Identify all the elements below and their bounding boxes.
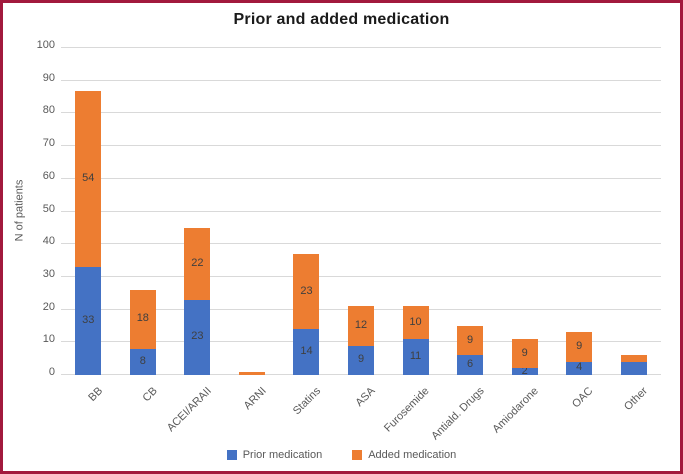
- bar-segment-added-Amiodarone: [511, 339, 538, 369]
- bar-value-label-OAC: 4: [576, 361, 583, 374]
- bar-segment-prior-ASA: [348, 345, 374, 375]
- bar-segment-added-Other: [620, 355, 647, 362]
- legend-swatch-prior-medication: [226, 450, 237, 460]
- y-tick-label-20: 20: [42, 300, 55, 313]
- bar-segment-prior-BB: [75, 267, 102, 375]
- x-tick-label-Antiald. Drugs: Antiald. Drugs: [429, 385, 487, 443]
- gridline-60: [61, 177, 661, 179]
- x-tick-label-Other: Other: [622, 385, 651, 413]
- bar-segment-added-ARNI: [238, 371, 265, 375]
- y-tick-label-100: 100: [36, 39, 55, 51]
- gridline-90: [61, 79, 661, 81]
- gridline-100: [61, 47, 661, 48]
- y-tick-label-60: 60: [42, 169, 55, 182]
- gridline-70: [61, 145, 661, 147]
- x-tick-label-ACEI/ARAII: ACEI/ARAII: [164, 385, 214, 435]
- bar-value-label-Antiald. Drugs: 6: [467, 358, 474, 371]
- bar-segment-added-OAC: [566, 332, 593, 362]
- bar-segment-added-Statins: [293, 254, 320, 330]
- x-tick-label-Amiodarone: Amiodarone: [490, 385, 542, 436]
- gridline-30: [61, 275, 661, 277]
- y-tick-label-70: 70: [42, 137, 55, 150]
- bar-segment-prior-Furosemide: [402, 339, 429, 375]
- bar-value-label-Antiald. Drugs: 9: [467, 333, 474, 346]
- bar-segment-prior-OAC: [566, 361, 593, 375]
- chart-title: Prior and added medication: [233, 11, 450, 28]
- y-tick-label-90: 90: [42, 71, 55, 84]
- y-tick-label-40: 40: [42, 235, 55, 248]
- x-tick-label-ARNI: ARNI: [241, 385, 269, 413]
- x-tick-label-ASA: ASA: [353, 385, 378, 410]
- bar-value-label-ASA: 9: [357, 353, 365, 366]
- bar-value-label-Amiodarone: 9: [521, 346, 528, 359]
- bar-segment-added-Furosemide: [402, 306, 429, 340]
- bar-value-label-OAC: 9: [576, 340, 583, 353]
- bar-value-label-Furosemide: 11: [409, 350, 422, 362]
- bar-value-label-Statins: 23: [300, 284, 313, 297]
- bar-segment-prior-CB: [129, 348, 156, 375]
- bar-value-label-Furosemide: 10: [409, 315, 422, 328]
- bar-value-label-BB: 33: [82, 314, 95, 327]
- bar-value-label-ASA: 12: [354, 318, 368, 331]
- y-tick-label-30: 30: [42, 267, 55, 280]
- y-tick-label-0: 0: [48, 366, 55, 378]
- bar-value-label-CB: 8: [139, 354, 146, 367]
- bar-segment-prior-Amiodarone: [511, 368, 538, 375]
- bar-segment-added-ASA: [348, 306, 374, 346]
- legend-item-prior-medication: Prior medication: [226, 449, 323, 461]
- bar-segment-added-CB: [129, 289, 156, 349]
- bar-segment-added-ACEI/ARAII: [184, 227, 211, 300]
- legend-label-added-medication: Added medication: [368, 449, 457, 461]
- x-tick-label-CB: CB: [140, 385, 160, 405]
- bar-value-label-Amiodarone: 2: [521, 364, 528, 377]
- x-tick-label-Furosemide: Furosemide: [382, 385, 433, 435]
- legend: Prior medication Added medication: [3, 449, 680, 461]
- x-tick-label-Statins: Statins: [290, 385, 323, 418]
- bar-segment-added-Antiald. Drugs: [457, 325, 484, 356]
- plot-area: 0 10 20 30 40 50 60 70 80 90 100 33 54 BB 8 18 CB 23 22 ACE…: [3, 3, 680, 471]
- bar-segment-prior-ACEI/ARAII: [184, 299, 211, 375]
- x-tick-label-OAC: OAC: [570, 385, 596, 411]
- bar-value-label-ACEI/ARAII: 23: [191, 330, 204, 343]
- gridline-50: [61, 210, 661, 212]
- bar-segment-prior-Other: [620, 361, 647, 375]
- legend-label-prior-medication: Prior medication: [242, 449, 323, 461]
- y-tick-label-50: 50: [42, 202, 55, 215]
- bar-value-label-BB: 54: [82, 171, 95, 184]
- x-tick-label-BB: BB: [85, 385, 105, 404]
- y-tick-label-80: 80: [42, 104, 55, 117]
- y-tick-label-10: 10: [42, 333, 55, 346]
- legend-item-added-medication: Added medication: [352, 449, 456, 461]
- gridline-40: [61, 243, 661, 245]
- bar-segment-added-BB: [75, 90, 102, 268]
- bar-value-label-CB: 18: [136, 312, 149, 325]
- bar-value-label-ACEI/ARAII: 22: [191, 256, 204, 269]
- bar-segment-prior-Antiald. Drugs: [457, 355, 484, 375]
- legend-swatch-added-medication: [352, 450, 363, 460]
- bar-value-label-Statins: 14: [300, 345, 313, 358]
- gridline-80: [61, 112, 661, 114]
- bar-segment-prior-Statins: [293, 329, 320, 375]
